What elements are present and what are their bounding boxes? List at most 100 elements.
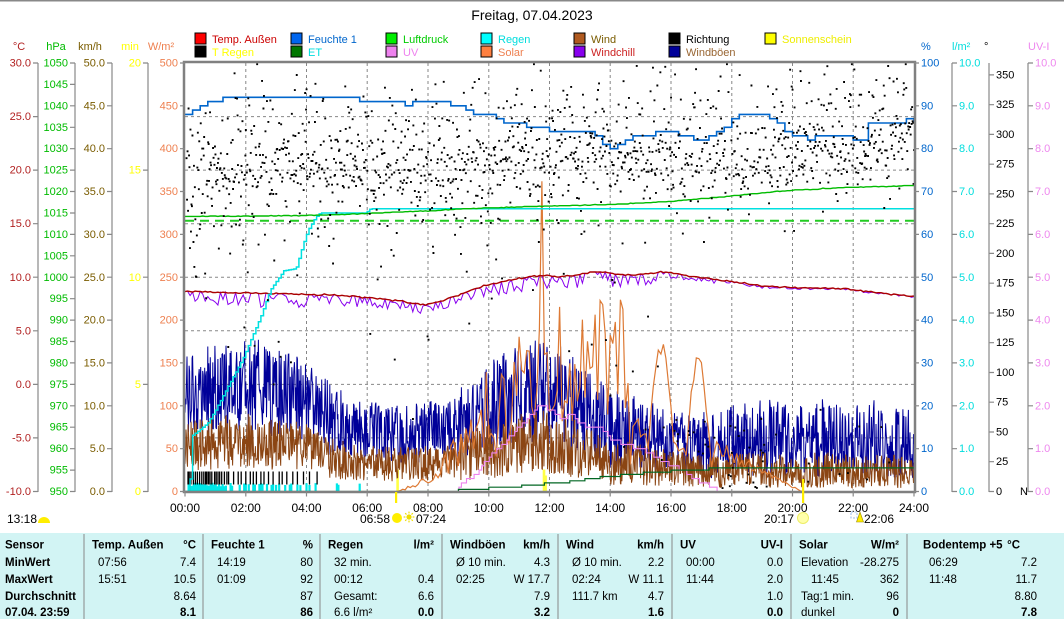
svg-text:ET: ET — [308, 47, 322, 59]
svg-text:6.6 l/m²: 6.6 l/m² — [334, 607, 373, 619]
svg-text:9.0: 9.0 — [1035, 100, 1050, 112]
svg-text:25.0: 25.0 — [10, 111, 31, 123]
svg-text:15:51: 15:51 — [98, 574, 127, 586]
svg-text:°C: °C — [183, 540, 196, 552]
svg-text:Wind: Wind — [591, 34, 616, 46]
svg-text:20.0: 20.0 — [10, 165, 31, 177]
svg-text:W 17.7: W 17.7 — [514, 574, 550, 586]
svg-text:W/m²: W/m² — [148, 41, 175, 53]
svg-text:200: 200 — [996, 248, 1014, 260]
svg-text:90: 90 — [921, 100, 933, 112]
svg-text:150: 150 — [160, 357, 178, 369]
svg-text:450: 450 — [160, 100, 178, 112]
svg-text:7.4: 7.4 — [180, 557, 197, 569]
svg-text:10.5: 10.5 — [174, 574, 196, 586]
svg-text:92: 92 — [300, 574, 313, 586]
svg-text:km/h: km/h — [78, 41, 102, 53]
svg-text:0.0: 0.0 — [90, 486, 105, 498]
svg-text:km/h: km/h — [637, 540, 664, 552]
svg-text:200: 200 — [160, 315, 178, 327]
svg-text:11:44: 11:44 — [686, 574, 715, 586]
svg-text:4.0: 4.0 — [1035, 315, 1050, 327]
svg-text:0.0: 0.0 — [16, 379, 31, 391]
svg-text:1030: 1030 — [44, 143, 68, 155]
svg-text:275: 275 — [996, 159, 1014, 171]
svg-text:1050: 1050 — [44, 58, 68, 70]
svg-text:Sonnenschein: Sonnenschein — [782, 34, 852, 46]
svg-text:5.0: 5.0 — [90, 443, 105, 455]
svg-text:175: 175 — [996, 278, 1014, 290]
svg-text:°C: °C — [1007, 540, 1020, 552]
svg-text:°C: °C — [13, 41, 25, 53]
svg-text:06:58: 06:58 — [360, 512, 390, 526]
svg-text:955: 955 — [50, 465, 68, 477]
svg-text:10.0: 10.0 — [10, 272, 31, 284]
svg-text:1010: 1010 — [44, 229, 68, 241]
svg-text:1005: 1005 — [44, 250, 68, 262]
svg-text:15.0: 15.0 — [10, 218, 31, 230]
svg-text:Feuchte 1: Feuchte 1 — [211, 540, 265, 552]
svg-text:Feuchte 1: Feuchte 1 — [308, 34, 357, 46]
svg-text:8.80: 8.80 — [1015, 591, 1037, 603]
svg-text:50.0: 50.0 — [84, 58, 105, 70]
svg-text:30.0: 30.0 — [84, 229, 105, 241]
svg-text:14:00: 14:00 — [595, 501, 625, 515]
svg-text:10.0: 10.0 — [959, 58, 980, 70]
svg-text:2.0: 2.0 — [767, 574, 783, 586]
svg-text:4.7: 4.7 — [648, 591, 664, 603]
svg-text:70: 70 — [921, 186, 933, 198]
svg-text:125: 125 — [996, 337, 1014, 349]
svg-text:%: % — [921, 41, 931, 53]
svg-text:0: 0 — [893, 607, 899, 619]
svg-text:W/m²: W/m² — [871, 540, 899, 552]
svg-text:-28.275: -28.275 — [860, 557, 899, 569]
svg-text:Sensor: Sensor — [5, 540, 45, 552]
svg-text:8.0: 8.0 — [1035, 143, 1050, 155]
svg-text:7.0: 7.0 — [959, 186, 974, 198]
svg-text:-5.0: -5.0 — [12, 432, 31, 444]
svg-text:24:00: 24:00 — [899, 501, 929, 515]
svg-text:350: 350 — [160, 186, 178, 198]
svg-text:990: 990 — [50, 315, 68, 327]
svg-text:975: 975 — [50, 379, 68, 391]
svg-text:1045: 1045 — [44, 79, 68, 91]
svg-text:60: 60 — [921, 229, 933, 241]
svg-text:950: 950 — [50, 486, 68, 498]
svg-text:96: 96 — [886, 591, 899, 603]
svg-text:50: 50 — [996, 427, 1008, 439]
svg-text:7.0: 7.0 — [1035, 186, 1050, 198]
svg-text:500: 500 — [160, 58, 178, 70]
svg-text:Freitag, 07.04.2023: Freitag, 07.04.2023 — [471, 7, 593, 23]
svg-text:5.0: 5.0 — [1035, 272, 1050, 284]
svg-text:20: 20 — [129, 58, 141, 70]
svg-text:8.1: 8.1 — [180, 607, 197, 619]
svg-text:Solar: Solar — [498, 47, 524, 59]
svg-text:1.0: 1.0 — [1035, 443, 1050, 455]
svg-text:Regen: Regen — [328, 540, 363, 552]
svg-text:06:29: 06:29 — [929, 557, 958, 569]
svg-text:225: 225 — [996, 218, 1014, 230]
svg-text:100: 100 — [160, 400, 178, 412]
svg-text:07:56: 07:56 — [98, 557, 127, 569]
svg-text:18:00: 18:00 — [717, 501, 747, 515]
svg-text:l/m²: l/m² — [414, 540, 435, 552]
svg-text:20:00: 20:00 — [777, 501, 807, 515]
svg-text:100: 100 — [921, 58, 939, 70]
svg-text:1040: 1040 — [44, 100, 68, 112]
svg-text:Windböen: Windböen — [686, 47, 736, 59]
svg-text:20: 20 — [921, 400, 933, 412]
svg-text:Elevation: Elevation — [801, 557, 848, 569]
svg-text:6.0: 6.0 — [959, 229, 974, 241]
svg-text:980: 980 — [50, 357, 68, 369]
svg-text:111.7 km: 111.7 km — [572, 591, 618, 603]
svg-text:1000: 1000 — [44, 272, 68, 284]
svg-text:km/h: km/h — [523, 540, 550, 552]
svg-text:Tag:1 min.: Tag:1 min. — [801, 591, 854, 603]
svg-text:02:24: 02:24 — [572, 574, 601, 586]
svg-text:400: 400 — [160, 143, 178, 155]
svg-text:5: 5 — [135, 379, 141, 391]
svg-text:W 11.1: W 11.1 — [628, 574, 664, 586]
svg-text:10: 10 — [921, 443, 933, 455]
svg-text:350: 350 — [996, 69, 1014, 81]
svg-text:40: 40 — [921, 315, 933, 327]
